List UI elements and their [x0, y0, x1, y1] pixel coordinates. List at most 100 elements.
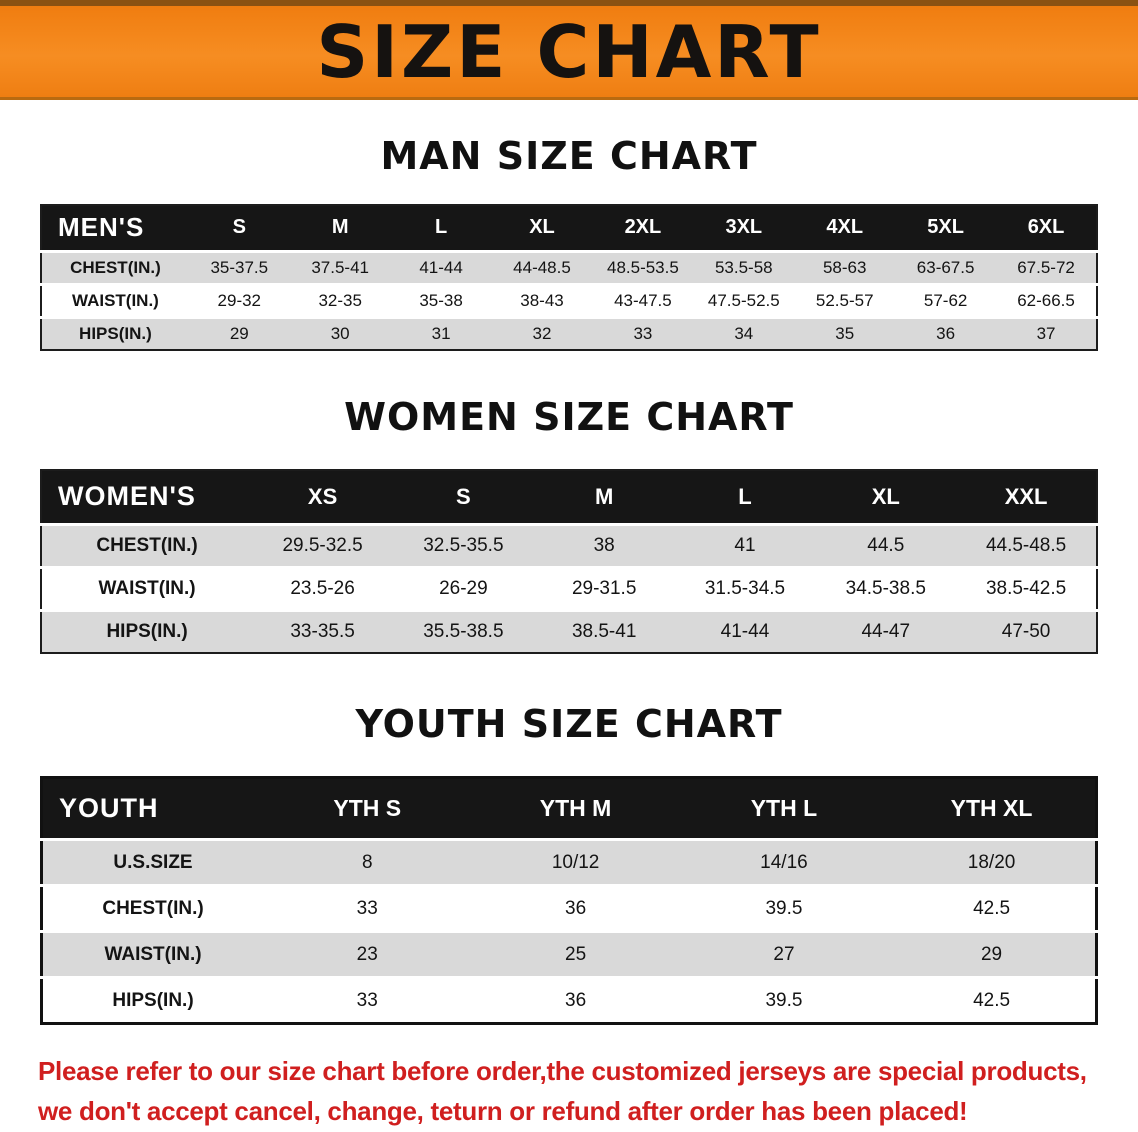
- size-column-header: YTH L: [679, 777, 889, 840]
- size-value-cell: 31: [390, 315, 492, 350]
- size-value-cell: 35.5-38.5: [392, 608, 534, 653]
- size-column-header: XXL: [956, 470, 1097, 524]
- notice-line-1: Please refer to our size chart before or…: [38, 1056, 1087, 1086]
- notice-line-2: we don't accept cancel, change, teturn o…: [38, 1096, 968, 1127]
- size-column-header: 6XL: [996, 205, 1097, 251]
- size-value-cell: 31.5-34.5: [674, 565, 816, 610]
- size-value-cell: 29: [188, 315, 290, 350]
- title-banner: SIZE CHART: [0, 0, 1138, 100]
- row-label-cell: CHEST(IN.): [41, 249, 189, 284]
- size-column-header: YTH S: [263, 777, 472, 840]
- size-value-cell: 39.5: [679, 884, 889, 932]
- table-row: CHEST(IN.) 35-37.5 37.5-41 41-44 44-48.5 48.5…: [41, 249, 1097, 284]
- size-value-cell: 32: [491, 315, 593, 350]
- table-row: WAIST(IN.) 23 25 27 29: [41, 930, 1097, 978]
- size-column-header: M: [289, 205, 391, 251]
- table-label-header: MEN'S: [41, 205, 189, 251]
- row-label-cell: HIPS(IN.): [41, 976, 264, 1024]
- size-table-grid: WOMEN'S XS S M L XL XXL CHEST(IN.) 29.5-32.5 32.5…: [40, 469, 1098, 654]
- size-value-cell: 33: [592, 315, 694, 350]
- order-notice: Please refer to our size chart before or…: [0, 1051, 1138, 1132]
- size-value-cell: 29: [888, 930, 1097, 978]
- size-value-cell: 38.5-41: [533, 608, 675, 653]
- size-value-cell: 44-47: [815, 608, 957, 653]
- size-column-header: XL: [491, 205, 593, 251]
- size-value-cell: 41: [674, 522, 816, 567]
- size-value-cell: 32-35: [289, 282, 391, 317]
- table-row: HIPS(IN.) 33-35.5 35.5-38.5 38.5-41 41-44 44-…: [41, 608, 1097, 653]
- size-value-cell: 10/12: [471, 838, 680, 886]
- size-value-cell: 37: [996, 315, 1097, 350]
- size-value-cell: 36: [895, 315, 997, 350]
- size-value-cell: 32.5-35.5: [392, 522, 534, 567]
- size-column-header: M: [533, 470, 675, 524]
- size-value-cell: 35-38: [390, 282, 492, 317]
- size-value-cell: 44-48.5: [491, 249, 593, 284]
- size-column-header: L: [390, 205, 492, 251]
- table-header-row: MEN'S S M L XL 2XL 3XL 4XL 5XL 6XL: [41, 205, 1097, 251]
- size-value-cell: 53.5-58: [693, 249, 795, 284]
- size-value-cell: 43-47.5: [592, 282, 694, 317]
- size-value-cell: 33: [263, 976, 472, 1024]
- size-value-cell: 26-29: [392, 565, 534, 610]
- size-value-cell: 42.5: [888, 976, 1097, 1024]
- size-value-cell: 8: [263, 838, 472, 886]
- size-value-cell: 48.5-53.5: [592, 249, 694, 284]
- table-row: HIPS(IN.) 29 30 31 32 33 34 35 36 37: [41, 315, 1097, 350]
- size-value-cell: 34.5-38.5: [815, 565, 957, 610]
- table-header-row: WOMEN'S XS S M L XL XXL: [41, 470, 1097, 524]
- size-table-grid: MEN'S S M L XL 2XL 3XL 4XL 5XL 6XL CHEST(IN.) 35-37…: [40, 204, 1098, 351]
- row-label-cell: HIPS(IN.): [41, 315, 189, 350]
- size-value-cell: 35: [794, 315, 896, 350]
- women-size-table: WOMEN'S XS S M L XL XXL CHEST(IN.) 29.5-32.5 32.5…: [0, 469, 1138, 654]
- size-column-header: XL: [815, 470, 957, 524]
- size-column-header: L: [674, 470, 816, 524]
- size-value-cell: 29-31.5: [533, 565, 675, 610]
- table-row: WAIST(IN.) 23.5-26 26-29 29-31.5 31.5-34.5 34…: [41, 565, 1097, 610]
- size-value-cell: 38.5-42.5: [956, 565, 1097, 610]
- size-value-cell: 57-62: [895, 282, 997, 317]
- size-value-cell: 41-44: [390, 249, 492, 284]
- size-table-grid: YOUTH YTH S YTH M YTH L YTH XL U.S.SIZE 8 10/12…: [40, 776, 1098, 1025]
- size-value-cell: 38: [533, 522, 675, 567]
- row-label-cell: HIPS(IN.): [41, 608, 253, 653]
- size-value-cell: 30: [289, 315, 391, 350]
- size-value-cell: 36: [471, 976, 680, 1024]
- table-row: WAIST(IN.) 29-32 32-35 35-38 38-43 43-47.5 47.…: [41, 282, 1097, 317]
- row-label-cell: WAIST(IN.): [41, 282, 189, 317]
- size-value-cell: 38-43: [491, 282, 593, 317]
- size-value-cell: 44.5: [815, 522, 957, 567]
- size-value-cell: 23: [263, 930, 472, 978]
- size-value-cell: 47.5-52.5: [693, 282, 795, 317]
- size-value-cell: 14/16: [679, 838, 889, 886]
- size-value-cell: 41-44: [674, 608, 816, 653]
- size-value-cell: 35-37.5: [188, 249, 290, 284]
- size-column-header: XS: [252, 470, 393, 524]
- size-column-header: 3XL: [693, 205, 795, 251]
- table-row: CHEST(IN.) 29.5-32.5 32.5-35.5 38 41 44.5 44.5…: [41, 522, 1097, 567]
- size-value-cell: 33: [263, 884, 472, 932]
- size-value-cell: 58-63: [794, 249, 896, 284]
- table-row: CHEST(IN.) 33 36 39.5 42.5: [41, 884, 1097, 932]
- page-title: SIZE CHART: [316, 9, 822, 94]
- size-column-header: S: [188, 205, 290, 251]
- table-row: U.S.SIZE 8 10/12 14/16 18/20: [41, 838, 1097, 886]
- table-header-row: YOUTH YTH S YTH M YTH L YTH XL: [41, 777, 1097, 840]
- size-value-cell: 33-35.5: [252, 608, 393, 653]
- size-value-cell: 63-67.5: [895, 249, 997, 284]
- size-column-header: 4XL: [794, 205, 896, 251]
- men-size-table: MEN'S S M L XL 2XL 3XL 4XL 5XL 6XL CHEST(IN.) 35-37…: [0, 204, 1138, 351]
- row-label-cell: CHEST(IN.): [41, 884, 264, 932]
- size-value-cell: 34: [693, 315, 795, 350]
- table-row: HIPS(IN.) 33 36 39.5 42.5: [41, 976, 1097, 1024]
- men-section-heading: MAN SIZE CHART: [380, 134, 758, 178]
- size-value-cell: 29-32: [188, 282, 290, 317]
- size-column-header: YTH XL: [888, 777, 1097, 840]
- women-size-section: WOMEN SIZE CHART WOMEN'S XS S M L XL XXL CHEST(…: [0, 395, 1138, 654]
- size-value-cell: 42.5: [888, 884, 1097, 932]
- size-value-cell: 18/20: [888, 838, 1097, 886]
- size-value-cell: 23.5-26: [252, 565, 393, 610]
- row-label-cell: U.S.SIZE: [41, 838, 264, 886]
- size-value-cell: 39.5: [679, 976, 889, 1024]
